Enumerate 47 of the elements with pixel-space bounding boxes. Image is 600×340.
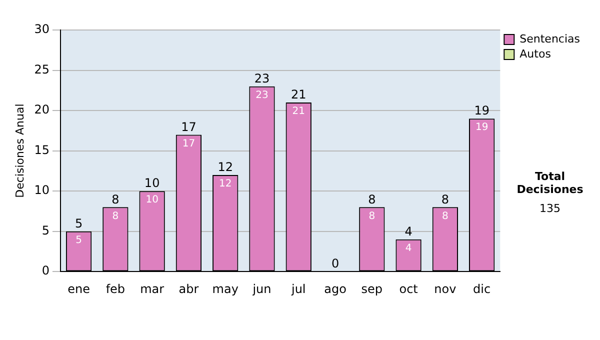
data-label: 8 [368,210,376,222]
x-tick-label: mar [140,282,164,296]
data-label: 5 [76,234,82,246]
data-label: 8 [112,210,119,222]
y-tick-label: 30 [34,22,50,36]
y-tick-label: 0 [42,264,50,278]
y-tick-label: 5 [42,223,50,238]
x-tick-label: nov [434,282,456,296]
data-label: 21 [292,106,305,118]
data-label: 4 [405,242,412,254]
legend-label: Sentencias [520,32,580,46]
y-tick-label: 20 [34,102,50,117]
total-label: 4 [404,224,412,239]
x-tick-label: oct [399,282,418,296]
data-label: 17 [182,138,196,150]
y-tick-label: 10 [34,183,50,198]
y-axis-title: Decisiones Anual [13,104,26,198]
x-tick-label: jul [290,282,306,296]
data-label: 23 [256,90,268,101]
x-tick-label: abr [178,282,199,296]
total-label: 10 [144,176,160,190]
x-tick-label: dic [473,282,491,296]
x-tick-label: may [212,282,238,296]
data-label: 19 [475,122,488,134]
y-tick-label: 25 [34,62,50,76]
total-label: 0 [331,256,340,271]
total-label: 5 [74,216,83,230]
x-tick-label: ago [324,282,346,296]
x-tick-label: jun [252,282,272,296]
data-label: 12 [218,178,232,190]
x-tick-label: sep [361,282,383,296]
y-tick-label: 15 [34,142,50,157]
total-label: 17 [181,120,196,134]
legend-label: Autos [520,47,552,60]
total-label: 23 [254,72,270,86]
total-label: 8 [441,192,450,206]
x-tick-label: feb [106,282,126,296]
total-label: 21 [290,88,306,102]
text: Total Decisiones [516,170,584,196]
text: 135 [538,202,562,215]
total-label: 8 [368,192,376,206]
data-label: 10 [146,194,158,206]
x-tick-label: ene [68,282,90,296]
data-label: 8 [442,210,448,222]
total-label: 19 [474,104,490,118]
total-label: 8 [112,192,120,206]
total-label: 12 [218,160,233,174]
